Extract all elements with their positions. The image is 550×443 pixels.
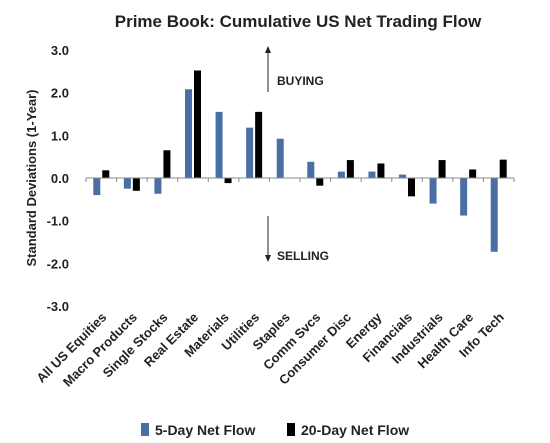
bar-5day-all-us-equities <box>93 178 101 196</box>
legend: 5-Day Net Flow 20-Day Net Flow <box>141 422 409 438</box>
bar-20day-comm-svcs <box>316 178 324 186</box>
bar-5day-consumer-disc <box>337 171 345 178</box>
selling-annotation: SELLING <box>265 216 329 263</box>
bar-20day-materials <box>224 178 232 184</box>
buying-annotation: BUYING <box>265 46 324 92</box>
y-tick-labels: 3.0 2.0 1.0 0.0 -1.0 -2.0 -3.0 <box>47 43 69 314</box>
bar-20day-utilities <box>255 111 263 178</box>
y-tick-label: 2.0 <box>51 86 69 101</box>
y-axis-label: Standard Deviations (1-Year) <box>24 90 39 267</box>
bar-5day-energy <box>368 171 376 178</box>
bar-20day-consumer-disc <box>346 160 354 178</box>
bar-5day-industrials <box>429 178 437 204</box>
y-tick-label: 3.0 <box>51 43 69 58</box>
bars-group <box>93 70 507 252</box>
buying-arrow-head <box>265 46 271 53</box>
y-tick-label: -3.0 <box>47 299 69 314</box>
bar-5day-comm-svcs <box>307 161 315 178</box>
bar-20day-real-estate <box>194 70 201 178</box>
chart-title: Prime Book: Cumulative US Net Trading Fl… <box>115 12 482 31</box>
y-tick-label: 0.0 <box>51 171 69 186</box>
bar-5day-materials <box>215 111 223 178</box>
zero-axis-ticks <box>85 178 515 182</box>
bar-5day-real-estate <box>185 89 192 178</box>
selling-arrow-head <box>265 255 271 262</box>
bar-5day-macro-products <box>123 178 131 189</box>
bar-20day-all-us-equities <box>102 170 110 178</box>
legend-label-5day: 5-Day Net Flow <box>155 422 255 438</box>
buying-label: BUYING <box>277 74 324 88</box>
bar-5day-health-care <box>460 178 468 216</box>
bar-20day-energy <box>377 163 385 178</box>
y-tick-label: -1.0 <box>47 214 69 229</box>
bar-20day-single-stocks <box>163 150 171 178</box>
bar-20day-macro-products <box>132 178 140 191</box>
bar-20day-financials <box>408 178 415 197</box>
bar-5day-financials <box>399 174 406 178</box>
bar-5day-single-stocks <box>154 178 162 194</box>
legend-swatch-5day <box>141 423 149 436</box>
y-tick-label: -2.0 <box>47 256 69 271</box>
legend-swatch-20day <box>287 423 295 436</box>
selling-label: SELLING <box>277 249 329 263</box>
bar-5day-utilities <box>246 127 254 178</box>
bar-5day-staples <box>276 138 284 178</box>
bar-5day-info-tech <box>490 178 498 252</box>
legend-label-20day: 20-Day Net Flow <box>301 422 409 438</box>
bar-20day-info-tech <box>499 159 507 178</box>
bar-20day-health-care <box>469 169 477 178</box>
bar-20day-industrials <box>438 160 446 178</box>
y-tick-label: 1.0 <box>51 128 69 143</box>
